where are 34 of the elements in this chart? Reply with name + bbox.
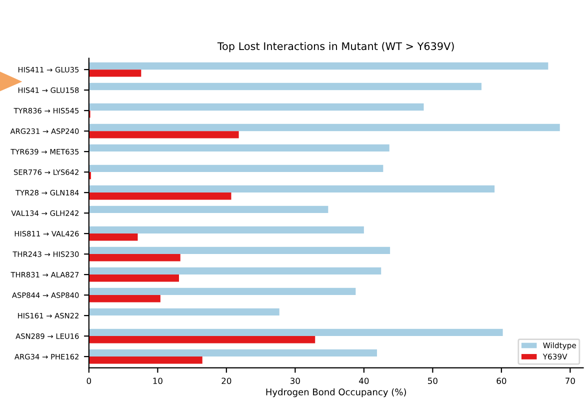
x-tick-label: 40: [359, 378, 369, 384]
bar: [88, 124, 560, 132]
x-tick-label: 10: [153, 378, 162, 384]
bar: [88, 82, 482, 90]
bar: [88, 267, 382, 275]
chart-title: Top Lost Interactions in Mutant (WT > Y639V): [217, 42, 454, 52]
x-tick-label: 50: [428, 378, 438, 384]
bar: [88, 164, 384, 172]
bar: [88, 234, 138, 241]
bar: [88, 103, 424, 111]
bar: [88, 62, 548, 70]
x-tick-label: 20: [222, 378, 232, 384]
bar: [88, 295, 160, 302]
bar: [88, 144, 390, 152]
bar: [88, 349, 377, 357]
bar: [88, 288, 356, 296]
x-tick-label: 70: [566, 378, 575, 384]
bar: [88, 274, 179, 282]
bar: [88, 328, 503, 336]
bar: [88, 131, 239, 138]
bar: [88, 308, 280, 316]
bar: [88, 70, 142, 77]
bar: [88, 192, 232, 200]
bar: [88, 336, 316, 344]
x-tick-label: 60: [496, 378, 506, 384]
bar: [88, 226, 364, 234]
bar: [88, 254, 180, 262]
bar: [88, 185, 495, 193]
x-axis-title: Hydrogen Bond Occupancy (%): [266, 388, 406, 398]
x-tick-label: 30: [290, 378, 300, 384]
bar: [88, 246, 390, 254]
bar: [88, 206, 328, 214]
bar: [88, 356, 202, 364]
x-tick-label: 0: [86, 378, 92, 384]
